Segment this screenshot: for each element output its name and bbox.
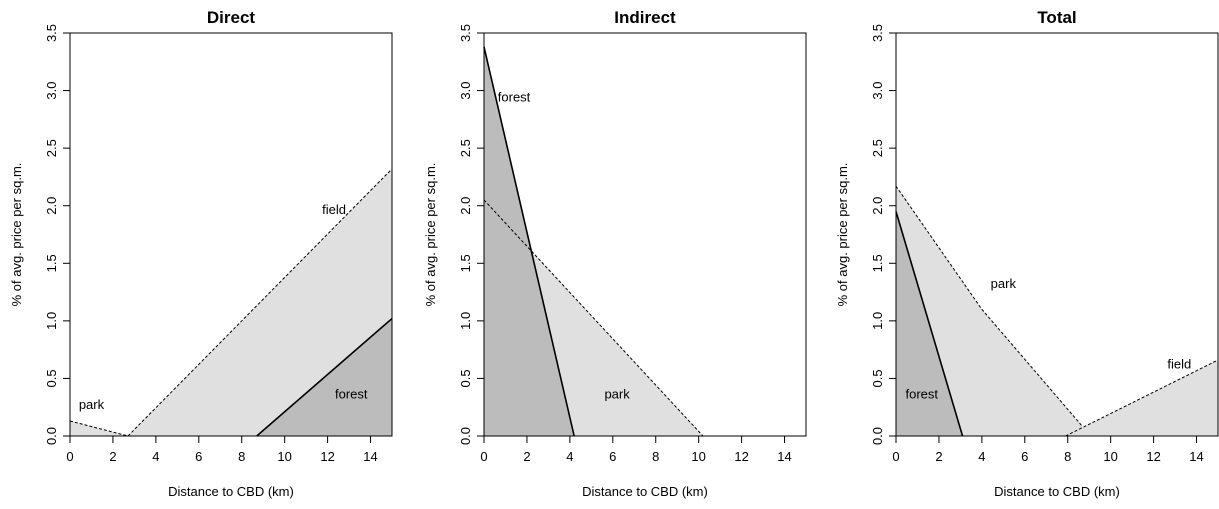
x-tick-label: 10: [1103, 449, 1117, 464]
x-tick-label: 12: [734, 449, 748, 464]
y-tick-label: 3.0: [870, 82, 885, 100]
line-park: [483, 199, 704, 437]
plot-frame: [483, 32, 807, 437]
y-tick-label: 1.0: [458, 312, 473, 330]
y-tick-label: 2.0: [870, 197, 885, 215]
line-forest: [256, 317, 393, 437]
series-label-field: field: [322, 202, 346, 217]
area-field: [127, 168, 393, 436]
x-tick-label: 8: [238, 449, 245, 464]
series-label-field: field: [1167, 356, 1191, 371]
y-axis-label: % of avg. price per sq.m.: [9, 163, 24, 307]
area-park: [70, 421, 128, 436]
y-axis-label: % of avg. price per sq.m.: [423, 163, 438, 307]
y-tick-label: 1.0: [870, 312, 885, 330]
x-tick-label: 14: [1189, 449, 1203, 464]
y-tick-label: 3.5: [44, 24, 59, 42]
y-tick-label: 2.5: [44, 139, 59, 157]
x-tick-label: 14: [363, 449, 377, 464]
y-tick-label: 2.5: [458, 139, 473, 157]
x-axis-label: Distance to CBD (km): [582, 484, 708, 499]
x-tick-label: 2: [109, 449, 116, 464]
chart-title: Indirect: [614, 8, 676, 27]
plot-frame: [895, 32, 1219, 437]
x-tick-label: 12: [320, 449, 334, 464]
x-tick-label: 6: [1021, 449, 1028, 464]
y-axis-label: % of avg. price per sq.m.: [835, 163, 850, 307]
y-tick-label: 0.0: [458, 427, 473, 445]
x-tick-label: 14: [777, 449, 791, 464]
x-tick-label: 6: [609, 449, 616, 464]
line-field: [127, 168, 393, 437]
chart-title: Direct: [207, 8, 256, 27]
y-tick-label: 2.0: [44, 197, 59, 215]
x-tick-label: 4: [152, 449, 159, 464]
series-label-forest: forest: [906, 386, 939, 401]
x-tick-label: 8: [652, 449, 659, 464]
y-tick-label: 0.5: [44, 369, 59, 387]
y-tick-label: 3.0: [44, 82, 59, 100]
y-tick-label: 0.0: [44, 427, 59, 445]
chart-panel-2: 0 2 4 6 8 10 12 14 0.0 0.5 1.0 1.5 2.0 2.5 3.0 3.5 Indir…: [423, 8, 807, 499]
line-forest: [483, 46, 575, 437]
line-field: [1065, 359, 1219, 437]
x-tick-label: 10: [277, 449, 291, 464]
x-tick-label: 12: [1146, 449, 1160, 464]
x-tick-label: 4: [978, 449, 985, 464]
series-label-forest: forest: [498, 89, 531, 104]
plot-frame: [69, 32, 393, 437]
line-forest: [895, 211, 964, 437]
y-tick-label: 3.0: [458, 82, 473, 100]
line-park: [895, 185, 1084, 428]
y-tick-label: 1.5: [870, 254, 885, 272]
series-label-park: park: [991, 276, 1017, 291]
series-label-park: park: [604, 386, 630, 401]
y-tick-label: 3.5: [458, 24, 473, 42]
y-tick-label: 1.5: [458, 254, 473, 272]
x-tick-label: 0: [66, 449, 73, 464]
y-tick-label: 0.5: [458, 369, 473, 387]
x-tick-label: 6: [195, 449, 202, 464]
x-tick-label: 0: [892, 449, 899, 464]
chart-title: Total: [1037, 8, 1076, 27]
y-tick-label: 1.0: [44, 312, 59, 330]
y-tick-label: 2.5: [870, 139, 885, 157]
chart-panel-3: 0 2 4 6 8 10 12 14 0.0 0.5 1.0 1.5 2.0 2.5 3.0 3.5 Total…: [835, 8, 1219, 499]
y-tick-label: 0.0: [870, 427, 885, 445]
y-tick-label: 3.5: [870, 24, 885, 42]
x-tick-label: 2: [935, 449, 942, 464]
series-label-forest: forest: [335, 386, 368, 401]
y-tick-label: 2.0: [458, 197, 473, 215]
x-axis-label: Distance to CBD (km): [168, 484, 294, 499]
x-tick-label: 2: [523, 449, 530, 464]
x-tick-label: 0: [480, 449, 487, 464]
series-label-park: park: [79, 397, 105, 412]
x-axis-label: Distance to CBD (km): [994, 484, 1120, 499]
y-tick-label: 1.5: [44, 254, 59, 272]
x-tick-label: 8: [1064, 449, 1071, 464]
x-tick-label: 10: [691, 449, 705, 464]
y-tick-label: 0.5: [870, 369, 885, 387]
chart-panel-1: 0 2 4 6 8 10 12 14 0.0 0.5 1.0 1.5 2.0 2.5 3.0 3.5 Direc…: [9, 8, 393, 499]
x-tick-label: 4: [566, 449, 573, 464]
